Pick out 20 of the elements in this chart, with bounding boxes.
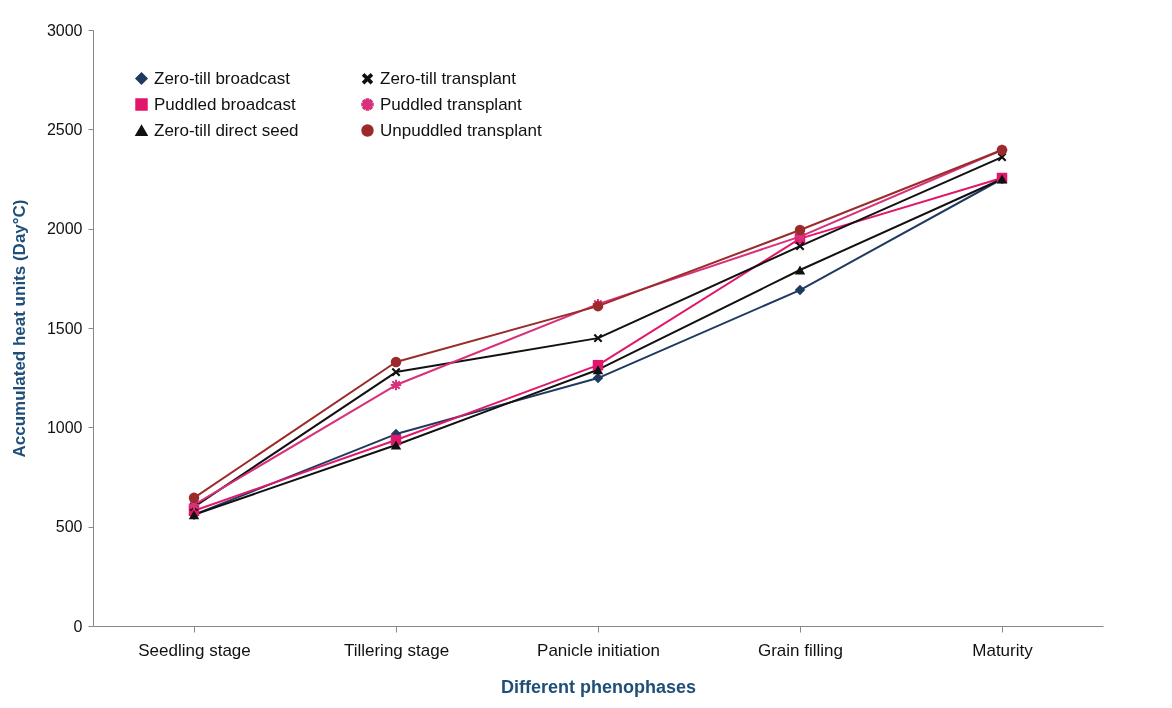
x-tick-label: Maturity bbox=[972, 640, 1034, 660]
y-tick-label: 1500 bbox=[46, 319, 83, 337]
legend-label: Puddled transplant bbox=[380, 94, 523, 114]
y-tick-label: 500 bbox=[55, 518, 83, 536]
legend-label: Puddled broadcast bbox=[154, 94, 297, 114]
y-tick-label: 3000 bbox=[46, 21, 83, 39]
y-axis-title: Accumulated heat units (Day°C) bbox=[9, 199, 29, 458]
y-tick-label: 2500 bbox=[46, 120, 83, 138]
x-axis-title: Different phenophases bbox=[500, 676, 697, 697]
x-tick-label: Panicle initiation bbox=[537, 640, 660, 660]
x-tick-label: Seedling stage bbox=[138, 640, 251, 660]
legend-label: Unpuddled transplant bbox=[380, 120, 542, 140]
legend-label: Zero-till direct seed bbox=[154, 120, 299, 140]
legend-label: Zero-till broadcast bbox=[154, 68, 291, 88]
y-tick-label: 1000 bbox=[46, 418, 83, 436]
x-tick-label: Tillering stage bbox=[343, 640, 450, 660]
x-tick-label: Grain filling bbox=[757, 640, 844, 660]
legend-label: Zero-till transplant bbox=[380, 68, 517, 88]
y-tick-label: 0 bbox=[73, 617, 83, 635]
y-tick-label: 2000 bbox=[46, 220, 83, 238]
